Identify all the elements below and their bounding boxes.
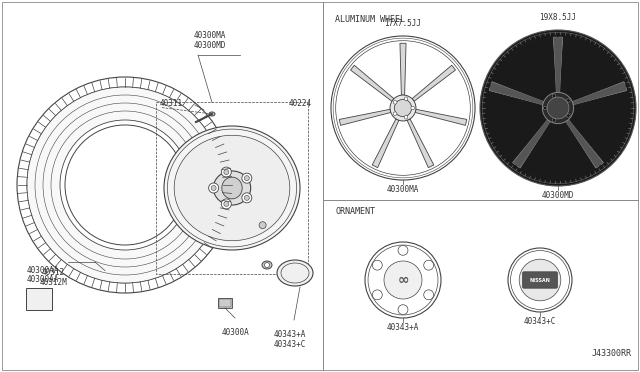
Circle shape bbox=[508, 248, 572, 312]
Polygon shape bbox=[558, 37, 563, 93]
Ellipse shape bbox=[174, 135, 290, 241]
Ellipse shape bbox=[222, 177, 242, 199]
Polygon shape bbox=[490, 82, 544, 105]
Ellipse shape bbox=[17, 77, 233, 293]
Polygon shape bbox=[513, 120, 549, 164]
Polygon shape bbox=[554, 37, 563, 93]
Polygon shape bbox=[554, 37, 558, 93]
Circle shape bbox=[394, 99, 412, 117]
Ellipse shape bbox=[51, 111, 199, 259]
Circle shape bbox=[411, 106, 415, 110]
Bar bbox=[219, 299, 231, 307]
Circle shape bbox=[424, 260, 434, 270]
Circle shape bbox=[211, 186, 216, 190]
Circle shape bbox=[552, 119, 556, 122]
Polygon shape bbox=[372, 119, 399, 168]
Circle shape bbox=[244, 176, 250, 181]
Circle shape bbox=[404, 97, 408, 100]
Polygon shape bbox=[518, 121, 550, 168]
Circle shape bbox=[547, 97, 569, 119]
Circle shape bbox=[224, 201, 229, 206]
Polygon shape bbox=[489, 87, 543, 105]
Polygon shape bbox=[566, 121, 598, 168]
Circle shape bbox=[424, 290, 434, 300]
Polygon shape bbox=[400, 43, 406, 95]
Text: 40300AA: 40300AA bbox=[27, 275, 60, 284]
Circle shape bbox=[398, 305, 408, 315]
Ellipse shape bbox=[164, 126, 300, 250]
Text: 40343+A
40343+C: 40343+A 40343+C bbox=[274, 330, 306, 349]
Circle shape bbox=[543, 106, 547, 110]
Circle shape bbox=[519, 259, 561, 301]
Text: 40300MA: 40300MA bbox=[387, 185, 419, 194]
Text: 40343+C: 40343+C bbox=[524, 317, 556, 326]
Text: 40224: 40224 bbox=[289, 99, 312, 108]
Circle shape bbox=[242, 193, 252, 203]
Circle shape bbox=[394, 112, 397, 116]
Circle shape bbox=[390, 95, 416, 121]
Circle shape bbox=[398, 246, 408, 255]
Bar bbox=[218, 298, 232, 308]
Text: 40300AA: 40300AA bbox=[27, 266, 60, 275]
Circle shape bbox=[384, 261, 422, 299]
Text: ALUMINUM WHEEL: ALUMINUM WHEEL bbox=[335, 15, 405, 24]
Bar bbox=[26, 288, 52, 310]
Text: 40311: 40311 bbox=[160, 99, 183, 109]
Circle shape bbox=[209, 183, 219, 193]
Polygon shape bbox=[339, 109, 391, 125]
Ellipse shape bbox=[213, 171, 251, 205]
Ellipse shape bbox=[35, 95, 215, 275]
Text: 40300MA
40300MD: 40300MA 40300MD bbox=[194, 31, 226, 50]
Text: J43300RR: J43300RR bbox=[592, 349, 632, 358]
Text: 19X8.5JJ: 19X8.5JJ bbox=[540, 13, 577, 22]
Circle shape bbox=[372, 260, 382, 270]
Ellipse shape bbox=[209, 112, 215, 116]
Polygon shape bbox=[351, 65, 394, 101]
Text: 40312
40312M: 40312 40312M bbox=[39, 268, 67, 288]
Circle shape bbox=[244, 195, 250, 201]
Text: ∞: ∞ bbox=[397, 273, 409, 287]
Circle shape bbox=[552, 94, 556, 97]
Circle shape bbox=[264, 263, 269, 267]
Bar bbox=[156, 102, 308, 273]
Ellipse shape bbox=[262, 261, 272, 269]
Polygon shape bbox=[513, 119, 550, 168]
Text: 40300A: 40300A bbox=[221, 328, 249, 337]
Text: NISSAN: NISSAN bbox=[529, 278, 550, 282]
Text: ORNAMENT: ORNAMENT bbox=[335, 207, 375, 216]
Ellipse shape bbox=[43, 103, 207, 267]
Polygon shape bbox=[491, 82, 543, 103]
Circle shape bbox=[221, 167, 231, 177]
Polygon shape bbox=[415, 109, 467, 125]
Circle shape bbox=[331, 36, 475, 180]
Circle shape bbox=[566, 114, 570, 117]
Polygon shape bbox=[572, 82, 627, 105]
Circle shape bbox=[372, 290, 382, 300]
Ellipse shape bbox=[27, 87, 223, 283]
Polygon shape bbox=[407, 119, 434, 168]
Text: 40300MD: 40300MD bbox=[542, 191, 574, 200]
Circle shape bbox=[543, 92, 573, 124]
FancyBboxPatch shape bbox=[522, 272, 557, 288]
Circle shape bbox=[221, 199, 231, 209]
Circle shape bbox=[566, 99, 570, 102]
Circle shape bbox=[480, 30, 636, 186]
Circle shape bbox=[365, 242, 441, 318]
Polygon shape bbox=[566, 119, 603, 168]
Circle shape bbox=[224, 170, 229, 174]
Circle shape bbox=[394, 100, 397, 104]
Polygon shape bbox=[567, 120, 604, 164]
Circle shape bbox=[259, 222, 266, 229]
Ellipse shape bbox=[60, 120, 190, 250]
Polygon shape bbox=[412, 65, 456, 101]
Text: 17X7.5JJ: 17X7.5JJ bbox=[385, 19, 422, 28]
Circle shape bbox=[404, 115, 408, 119]
Text: 40343+A: 40343+A bbox=[387, 323, 419, 332]
Ellipse shape bbox=[65, 125, 185, 245]
Ellipse shape bbox=[277, 260, 313, 286]
Circle shape bbox=[242, 173, 252, 183]
Polygon shape bbox=[572, 82, 625, 103]
Polygon shape bbox=[573, 87, 627, 105]
